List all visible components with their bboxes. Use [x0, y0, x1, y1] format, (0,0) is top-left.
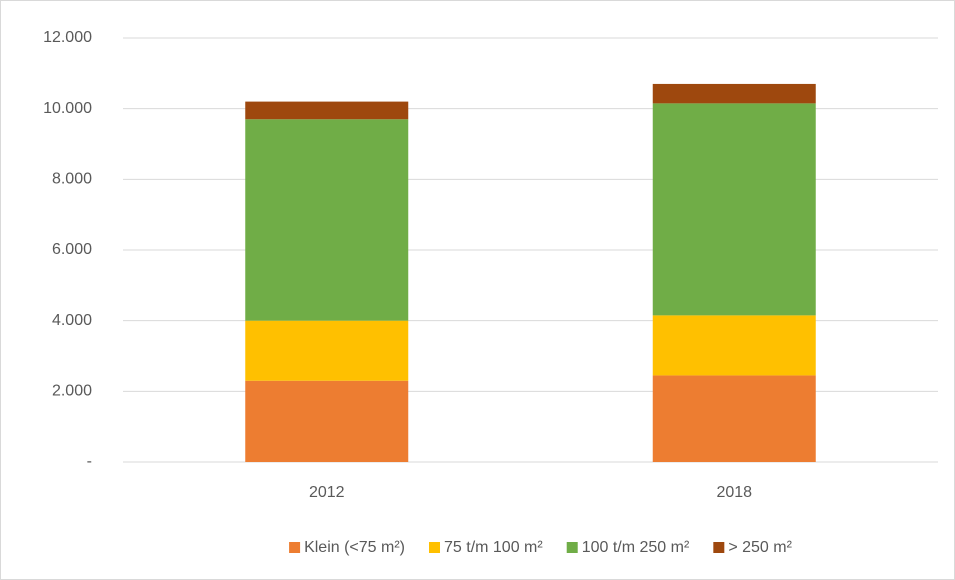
legend-item: > 250 m²	[713, 539, 793, 556]
y-tick-label: 12.000	[43, 29, 92, 46]
y-tick-label: 2.000	[52, 383, 92, 400]
legend-label: > 250 m²	[728, 539, 792, 556]
y-tick-label: 6.000	[52, 241, 92, 258]
legend-swatch	[566, 542, 578, 553]
legend-label: 75 t/m 100 m²	[444, 539, 543, 556]
bar-segment	[245, 119, 409, 321]
legend-item: Klein (<75 m²)	[289, 539, 405, 556]
legend-swatch	[713, 542, 725, 553]
x-tick-label: 2018	[716, 484, 752, 501]
y-tick-label: 4.000	[52, 312, 92, 329]
bar-segment	[245, 380, 409, 462]
y-tick-label: 8.000	[52, 171, 92, 188]
y-tick-label: 10.000	[43, 100, 92, 117]
legend-swatch	[429, 542, 441, 553]
x-tick-label: 2012	[309, 484, 345, 501]
legend-label: 100 t/m 250 m²	[582, 539, 690, 556]
bar-segment	[245, 320, 409, 381]
legend-swatch	[289, 542, 301, 553]
legend-item: 100 t/m 250 m²	[566, 539, 690, 556]
bar-segment	[652, 83, 816, 104]
bar-segment	[245, 101, 409, 120]
bar-segment	[652, 315, 816, 376]
bar-segment	[652, 103, 816, 316]
legend-label: Klein (<75 m²)	[304, 539, 405, 556]
legend-item: 75 t/m 100 m²	[429, 539, 543, 556]
bar-segment	[652, 375, 816, 462]
y-tick-label: -	[87, 453, 92, 470]
